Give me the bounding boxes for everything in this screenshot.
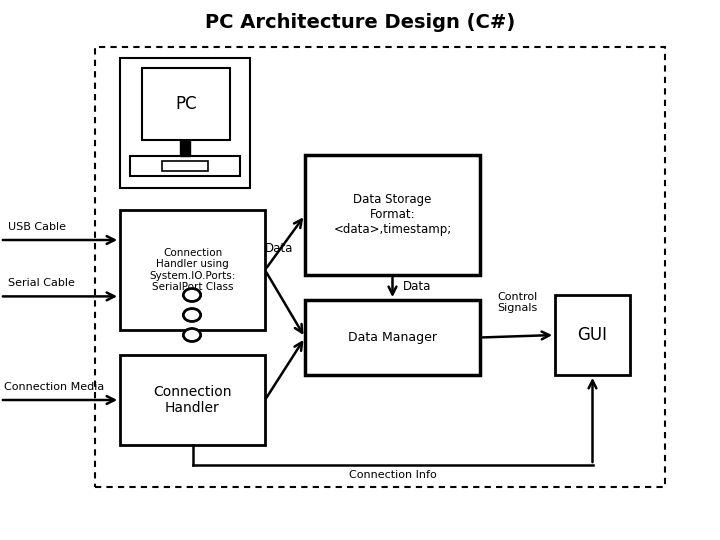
Text: USB Cable: USB Cable: [8, 222, 66, 232]
Bar: [120, 210, 265, 330]
Bar: [120, 355, 265, 445]
Bar: [130, 156, 240, 176]
Circle shape: [184, 308, 201, 321]
Text: Data Storage
Format:
<data>,timestamp;: Data Storage Format: <data>,timestamp;: [333, 193, 451, 237]
Text: PC: PC: [175, 95, 197, 113]
Text: Connection Media: Connection Media: [4, 382, 104, 392]
Text: Control
Signals: Control Signals: [498, 292, 538, 313]
Polygon shape: [180, 140, 190, 156]
Bar: [305, 155, 480, 275]
Bar: [162, 161, 208, 171]
Bar: [95, 47, 665, 487]
Text: Data: Data: [402, 280, 431, 293]
Text: GUI: GUI: [577, 326, 608, 344]
Text: Serial Cable: Serial Cable: [8, 278, 75, 288]
Circle shape: [184, 288, 201, 301]
Text: Connection
Handler: Connection Handler: [153, 385, 232, 415]
Text: Data: Data: [265, 242, 293, 255]
Text: Connection
Handler using
System.IO.Ports:
SerialPort Class: Connection Handler using System.IO.Ports…: [149, 248, 235, 292]
Text: Connection Info: Connection Info: [348, 470, 436, 481]
Text: PC Architecture Design (C#): PC Architecture Design (C#): [205, 12, 515, 31]
Circle shape: [184, 328, 201, 341]
Bar: [305, 300, 480, 375]
Bar: [555, 295, 630, 375]
Text: Data Manager: Data Manager: [348, 331, 437, 344]
Bar: [120, 58, 250, 188]
Bar: [142, 68, 230, 140]
